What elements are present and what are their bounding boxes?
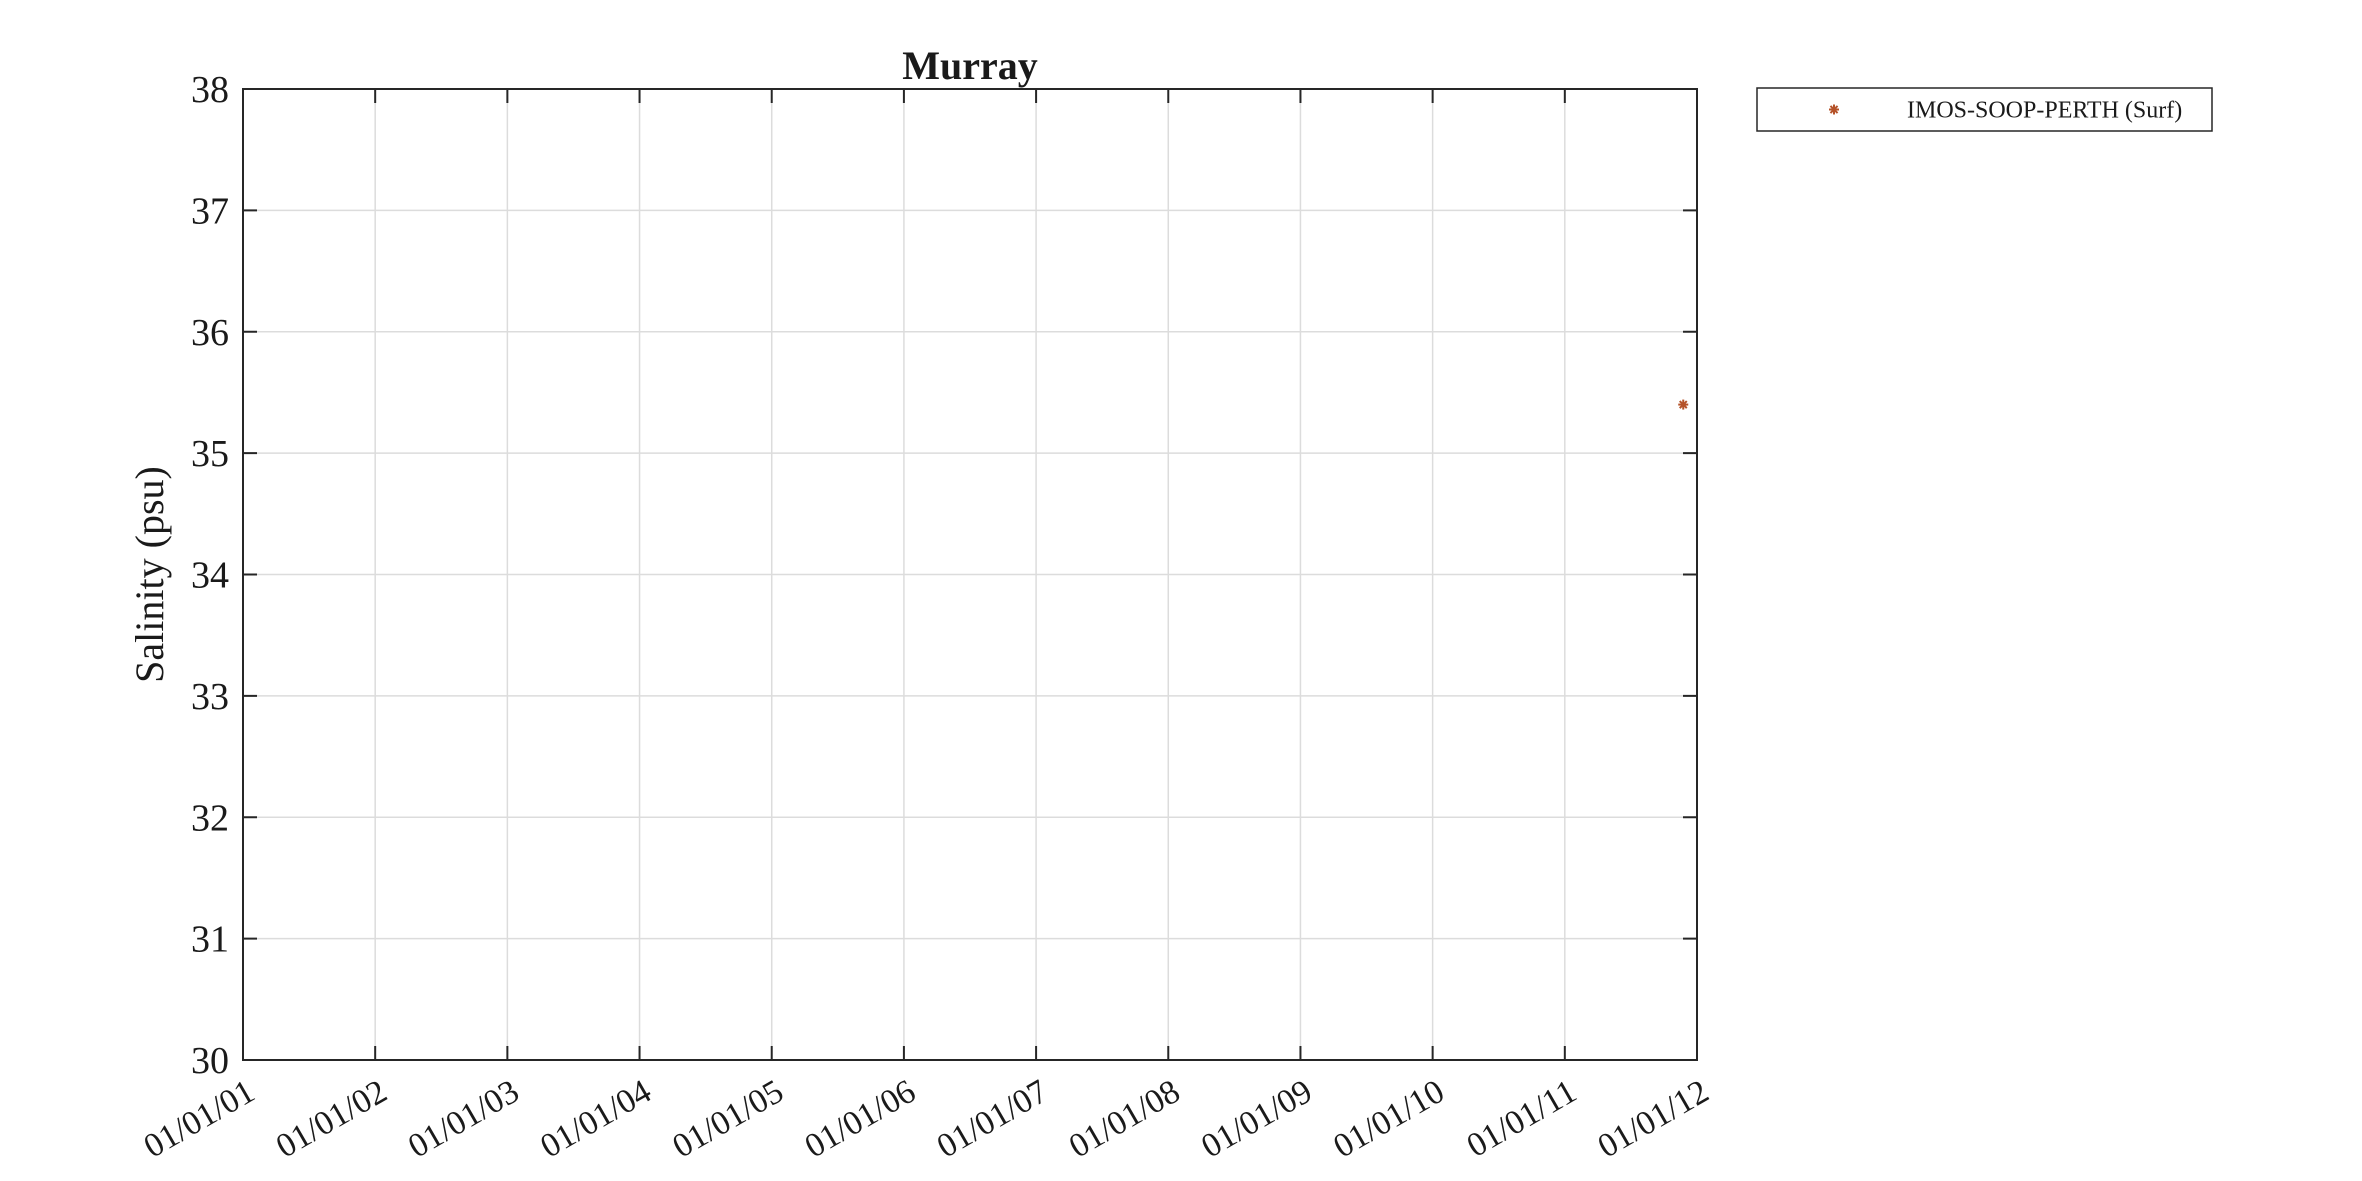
y-axis-label: Salinity (psu) [127,466,172,683]
x-tick-label: 01/01/02 [270,1073,393,1165]
grid-lines [242,88,1698,1061]
x-tick-label: 01/01/08 [1063,1073,1186,1165]
y-tick-label: 38 [191,69,229,111]
x-tick-label: 01/01/11 [1461,1073,1583,1165]
y-tick-label: 37 [191,190,229,232]
y-tick-label: 34 [191,555,229,597]
x-tick-label: 01/01/03 [402,1073,525,1165]
y-tick-label: 33 [191,676,229,718]
data-marks [1678,399,1689,410]
plot-area [242,88,1698,1061]
y-tick-label: 30 [191,1040,229,1082]
x-tick-label: 01/01/10 [1327,1073,1450,1165]
y-tick-label: 36 [191,312,229,354]
x-tick-label: 01/01/05 [667,1073,790,1165]
x-tick-label: 01/01/12 [1592,1073,1715,1165]
legend: IMOS-SOOP-PERTH (Surf) [1756,87,2213,132]
y-tick-labels: 30 31 32 33 34 35 36 37 38 [191,69,229,1082]
x-tick-label: 01/01/09 [1195,1073,1318,1165]
x-tick-label: 01/01/06 [799,1073,922,1165]
chart-title: Murray [902,43,1038,88]
legend-entry-label: IMOS-SOOP-PERTH (Surf) [1907,98,2182,124]
data-point [1678,399,1689,410]
legend-marker-icon [1829,104,1839,115]
y-tick-label: 32 [191,797,229,839]
x-tick-label: 01/01/07 [931,1073,1054,1165]
y-tick-label: 35 [191,433,229,475]
x-tick-label: 01/01/04 [534,1073,657,1165]
y-tick-label: 31 [191,919,229,961]
x-tick-labels: 01/01/01 01/01/02 01/01/03 01/01/04 01/01/05… [138,1073,1715,1165]
x-tick-label: 01/01/01 [138,1073,261,1165]
